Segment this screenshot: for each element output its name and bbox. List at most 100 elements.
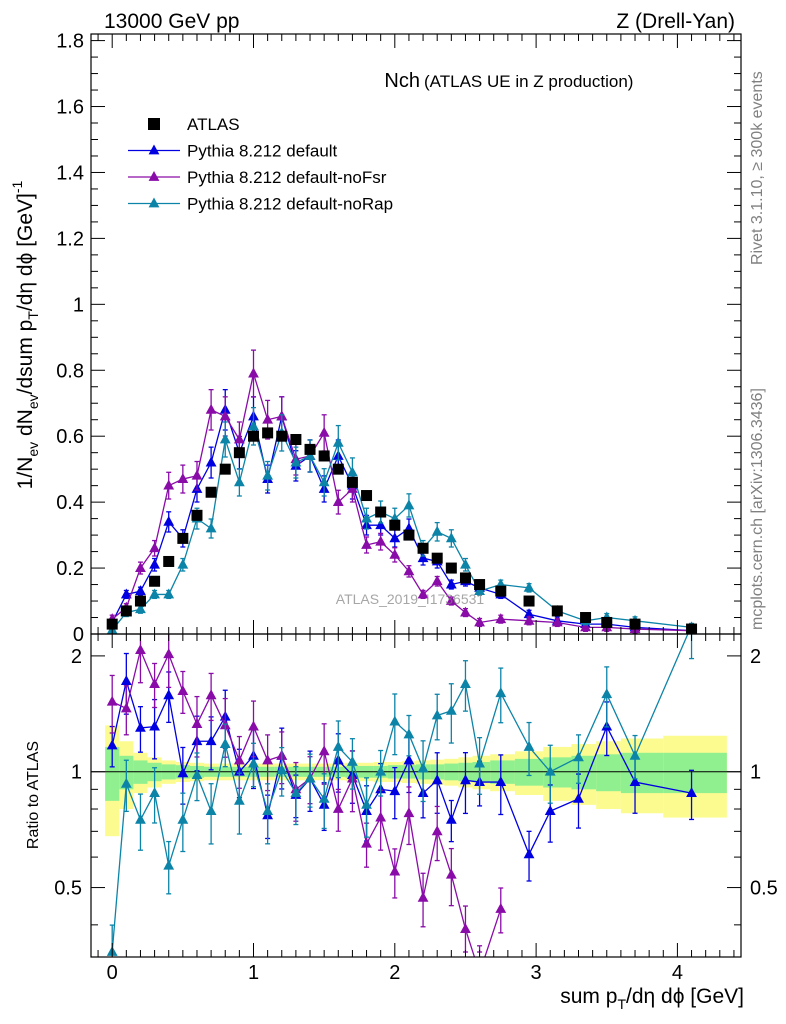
point-norap (304, 449, 316, 460)
legend-item-nofsr: Pythia 8.212 default-noFsr (128, 168, 387, 187)
point-norap (474, 585, 485, 596)
ratio-point-nofsr (474, 967, 485, 977)
point-atlas (191, 509, 203, 521)
ratio-point-norap (135, 813, 146, 824)
ratio-point-nofsr (361, 837, 372, 848)
point-default (163, 515, 175, 526)
x-axis-title: sum pT/dη dϕ [GeV] (560, 985, 744, 1012)
ratio-frame (90, 633, 742, 958)
point-nofsr (523, 614, 535, 625)
y-tick-label: 1.2 (56, 228, 84, 250)
svg-text:1/Nev dNev/dsum pT/dη dϕ [GeV]: 1/Nev dNev/dsum pT/dη dϕ [GeV]-1 (9, 180, 41, 489)
ratio-axis-title: Ratio to ATLAS (25, 741, 42, 849)
ratio-point-default (106, 739, 118, 750)
legend-label: Pythia 8.212 default-noFsr (187, 168, 387, 187)
point-norap (262, 469, 274, 480)
point-norap (248, 420, 259, 431)
ratio-point-norap (205, 805, 217, 816)
ratio-point-norap (318, 792, 330, 803)
point-atlas (262, 427, 274, 439)
point-norap (290, 456, 302, 467)
y-tick-label: 0 (73, 624, 84, 646)
point-norap (233, 476, 245, 487)
point-default (120, 588, 132, 599)
point-atlas (431, 552, 443, 564)
ratio-point-nofsr (149, 678, 160, 688)
ratio-point-norap (375, 765, 387, 776)
point-nofsr (177, 473, 189, 483)
ratio-panel (91, 634, 741, 977)
point-norap (347, 466, 358, 477)
ratio-point-nofsr (431, 825, 443, 836)
ratio-point-default (686, 787, 697, 797)
legend-label: Pythia 8.212 default (187, 142, 338, 161)
ratio-point-norap (523, 740, 535, 751)
header-right: Z (Drell-Yan) (616, 10, 735, 33)
ratio-point-nofsr (248, 720, 259, 731)
ratio-point-nofsr (332, 803, 344, 813)
ratio-point-norap (332, 740, 344, 751)
ratio-point-default (389, 785, 401, 796)
legend-item-default: Pythia 8.212 default (128, 142, 338, 161)
legend-label: Pythia 8.212 default-noRap (187, 195, 393, 214)
point-atlas (417, 542, 429, 554)
band-inner-bin (620, 752, 664, 794)
x-tick-label: 0 (107, 962, 118, 984)
chart-title: Nch (384, 70, 420, 92)
legend-marker (148, 171, 160, 181)
rivet-label: Rivet 3.1.10, ≥ 300k events (749, 71, 766, 265)
point-norap (205, 522, 217, 533)
point-norap (431, 525, 443, 536)
point-default (205, 456, 217, 467)
ratio-point-nofsr (417, 891, 429, 902)
point-nofsr (580, 621, 591, 632)
ratio-point-nofsr (135, 644, 146, 655)
point-atlas (389, 519, 401, 531)
point-nofsr (262, 413, 274, 424)
series-line (111, 407, 692, 632)
point-atlas (523, 595, 535, 607)
point-norap (318, 476, 330, 487)
point-nofsr (318, 426, 330, 437)
ratio-point-norap (544, 765, 556, 776)
ratio-point-norap (177, 813, 189, 824)
ratio-point-norap (445, 704, 457, 715)
y-tick-label: 1 (73, 294, 84, 316)
ratio-point-nofsr (177, 685, 189, 696)
ratio-point-norap (629, 749, 641, 760)
point-atlas (474, 579, 486, 591)
point-default (417, 552, 429, 563)
legend-item-atlas: ATLAS (148, 115, 240, 134)
point-atlas (149, 575, 161, 587)
point-nofsr (219, 410, 231, 421)
point-norap (403, 499, 415, 510)
y-tick-label: 1.8 (56, 31, 84, 53)
y-tick-label: 0.4 (56, 492, 84, 514)
point-atlas (551, 605, 563, 617)
ratio-point-norap (262, 805, 274, 816)
y-tick-label: 0.6 (56, 426, 84, 448)
analysis-watermark: ATLAS_2019_I1736531 (336, 591, 485, 607)
ratio-line (111, 678, 692, 856)
ratio-point-norap (403, 728, 415, 739)
point-nofsr (460, 606, 471, 617)
ratio-point-nofsr (445, 868, 457, 879)
point-norap (523, 581, 535, 592)
ratio-point-nofsr (460, 923, 471, 933)
ratio-point-nofsr (403, 807, 415, 818)
x-tick-label: 4 (672, 962, 683, 984)
header-left: 13000 GeV pp (104, 10, 239, 33)
ratio-point-nofsr (233, 754, 245, 765)
ratio-point-norap (120, 777, 132, 788)
ratio-point-norap (495, 687, 507, 698)
ratio-point-norap (389, 715, 401, 726)
ratio-point-nofsr (106, 695, 118, 706)
point-atlas (332, 463, 344, 475)
point-atlas (290, 433, 302, 445)
point-nofsr (403, 565, 415, 576)
point-atlas (233, 447, 245, 459)
ratio-line (111, 648, 502, 957)
ratio-point-default (431, 774, 443, 785)
point-default (389, 532, 401, 543)
legend-marker (148, 118, 160, 130)
